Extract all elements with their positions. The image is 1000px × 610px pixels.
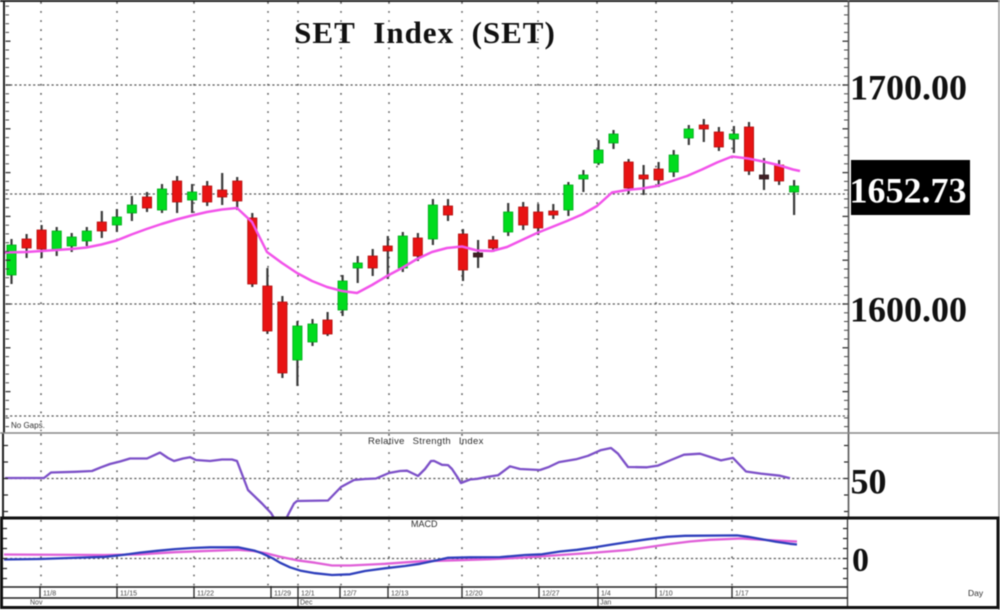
svg-text:Relative Strength Index: Relative Strength Index <box>368 436 484 447</box>
svg-text:1/4: 1/4 <box>601 591 611 598</box>
svg-text:Day: Day <box>968 588 984 598</box>
svg-text:11/8: 11/8 <box>43 591 56 598</box>
svg-text:1600.00: 1600.00 <box>850 290 967 330</box>
svg-text:1652.73: 1652.73 <box>850 171 967 211</box>
svg-text:MACD: MACD <box>411 519 438 529</box>
svg-text:11/15: 11/15 <box>120 591 137 598</box>
svg-text:12/27: 12/27 <box>542 591 560 598</box>
svg-text:1700.00: 1700.00 <box>850 68 967 108</box>
svg-text:12/20: 12/20 <box>465 591 483 598</box>
svg-text:No Gaps.: No Gaps. <box>11 421 45 430</box>
svg-text:1/10: 1/10 <box>659 591 673 598</box>
svg-text:Jan: Jan <box>600 600 611 607</box>
svg-text:11/29: 11/29 <box>274 591 291 598</box>
svg-text:SET Index (SET): SET Index (SET) <box>294 15 556 50</box>
svg-text:Nov: Nov <box>30 600 43 607</box>
svg-text:1/17: 1/17 <box>735 591 749 598</box>
svg-text:11/22: 11/22 <box>197 591 214 598</box>
svg-text:12/1: 12/1 <box>301 591 315 598</box>
svg-text:12/13: 12/13 <box>391 591 409 598</box>
svg-text:Dec: Dec <box>300 600 313 607</box>
svg-text:50: 50 <box>851 462 887 502</box>
svg-text:12/7: 12/7 <box>343 591 357 598</box>
svg-text:0: 0 <box>852 542 869 579</box>
